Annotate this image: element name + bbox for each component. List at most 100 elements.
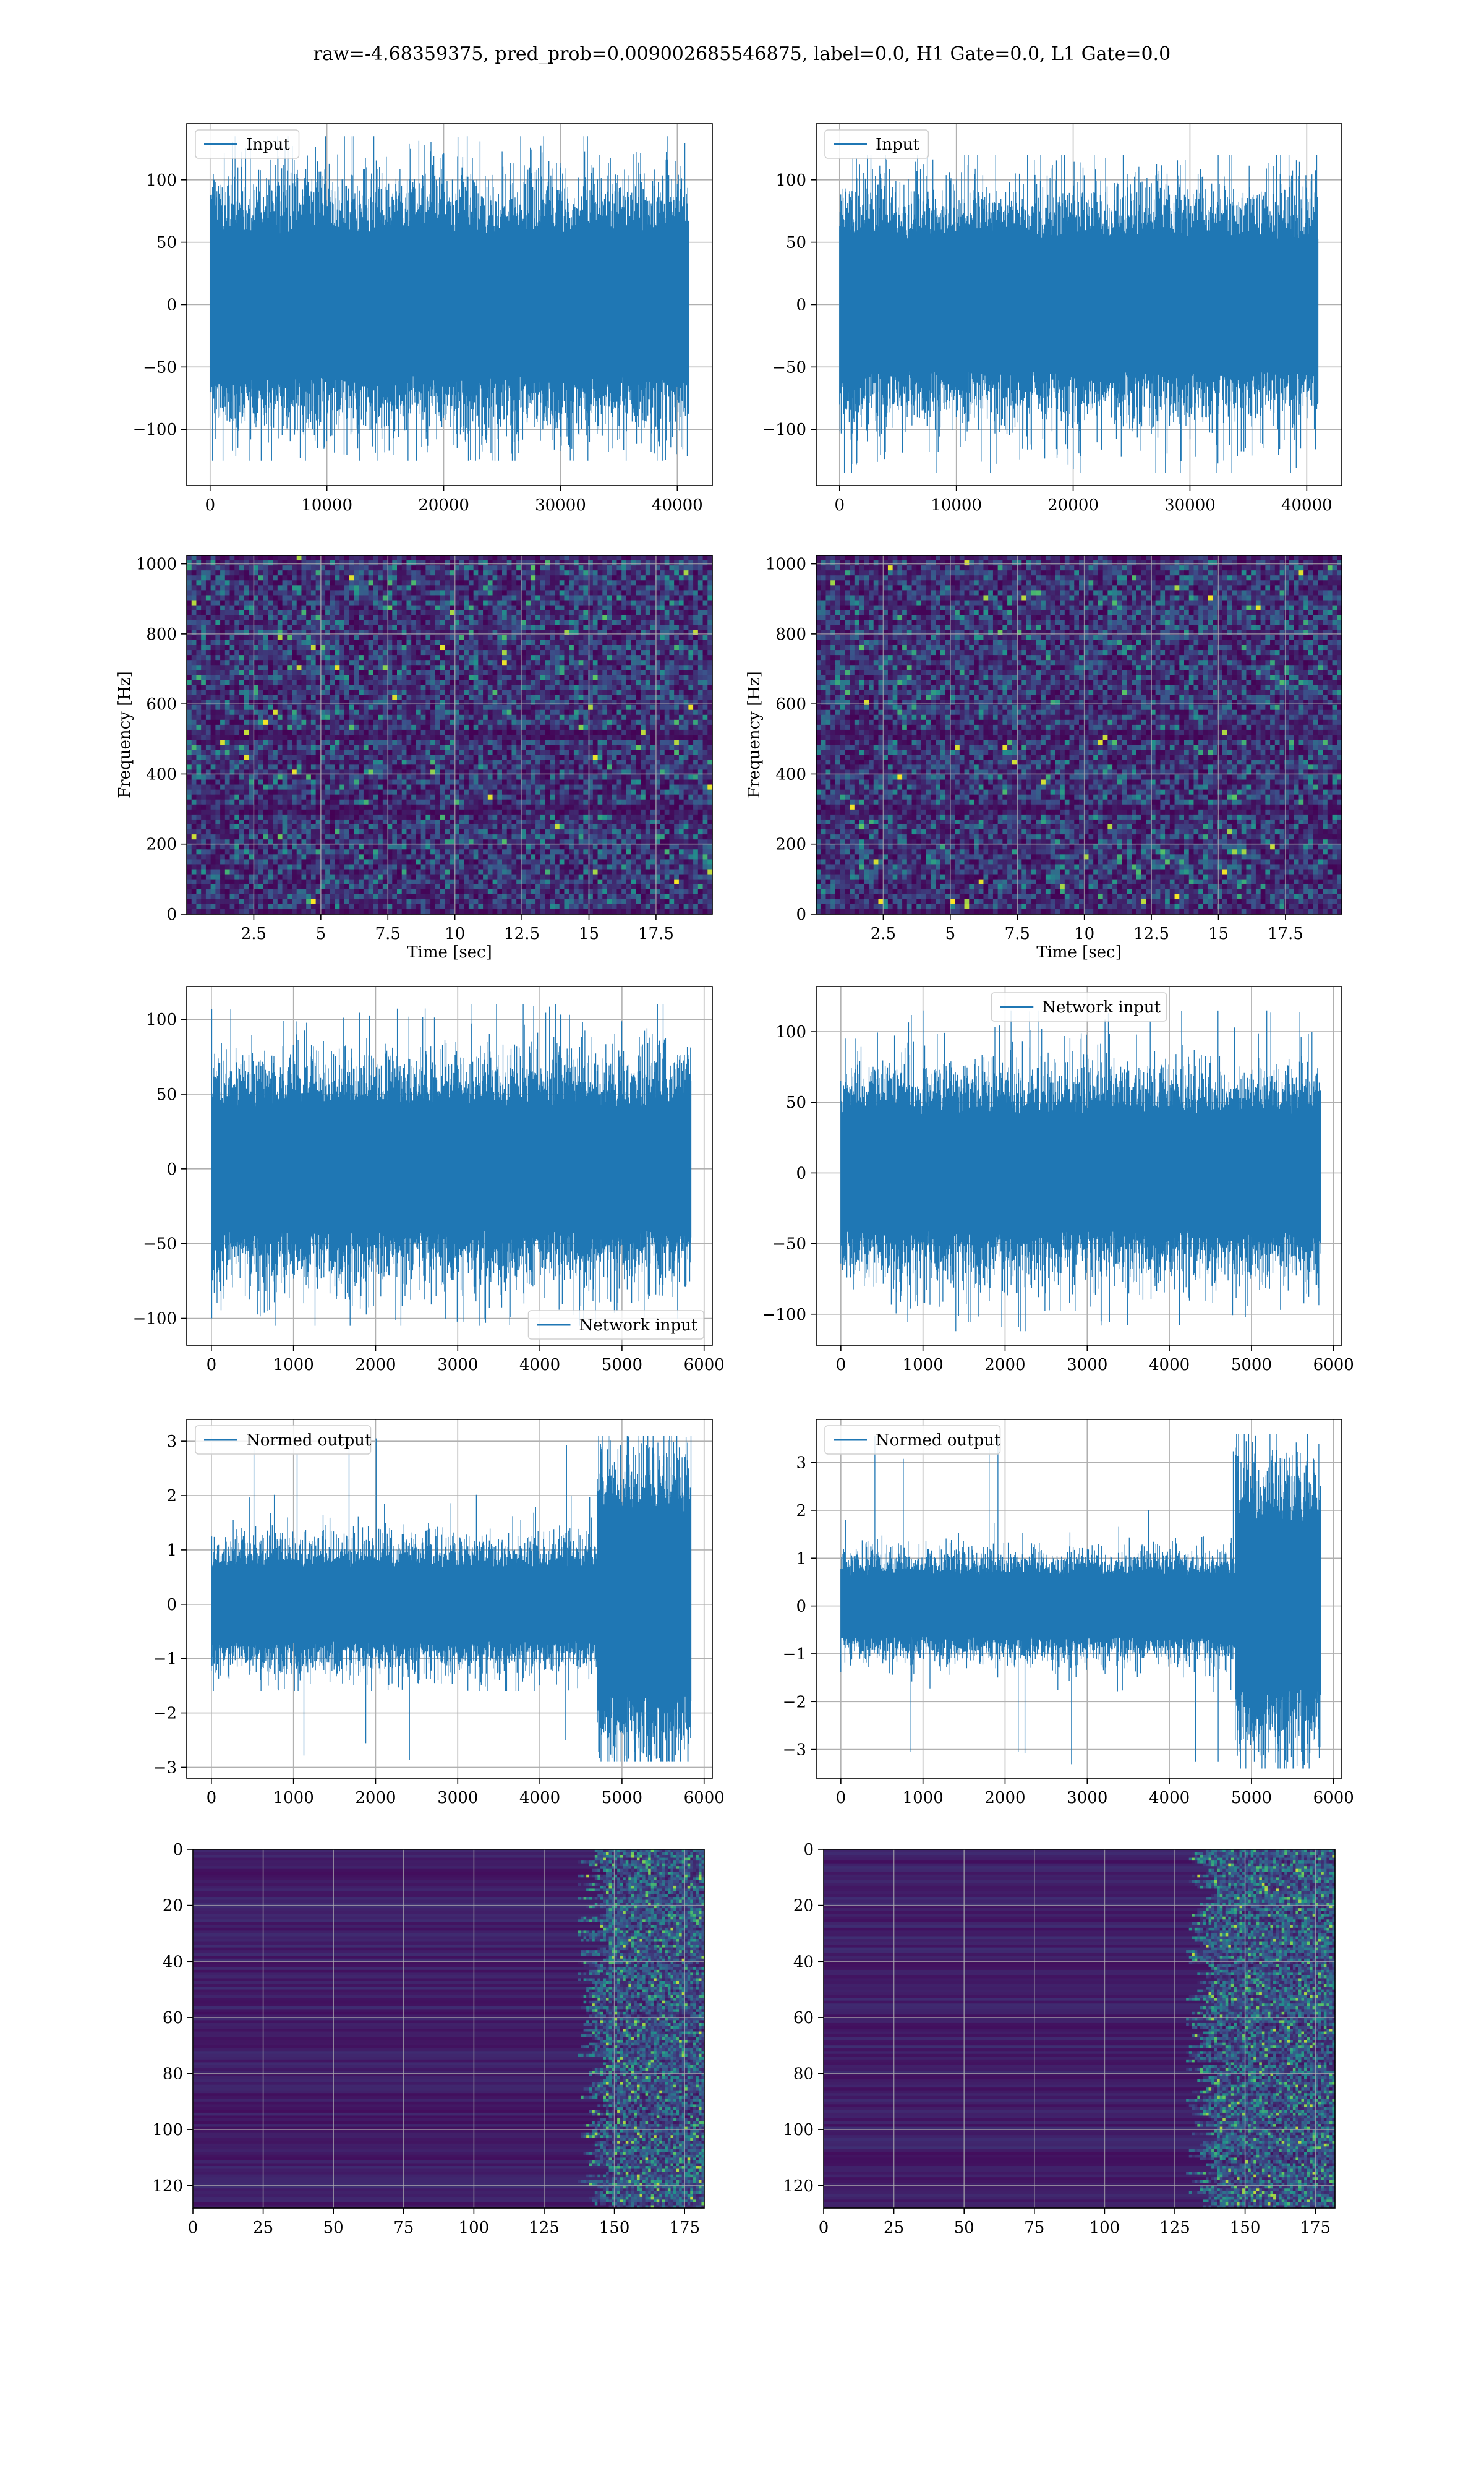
- heatmap-cell: [583, 595, 589, 601]
- heatmap-cell: [535, 704, 541, 711]
- heatmap-cell: [191, 714, 197, 721]
- heatmap-cell: [301, 685, 307, 691]
- heatmap-cell: [435, 635, 441, 641]
- heatmap-cell: [707, 724, 713, 730]
- heatmap-cell: [287, 724, 292, 730]
- heatmap-cell: [320, 590, 326, 596]
- heatmap-cell: [578, 620, 584, 626]
- heatmap-cell: [697, 690, 704, 696]
- heatmap-cell: [650, 560, 655, 566]
- heatmap-cell: [569, 640, 574, 646]
- heatmap-cell: [287, 575, 292, 581]
- heatmap-cell: [287, 555, 292, 561]
- heatmap-cell: [229, 610, 235, 616]
- heatmap-cell: [359, 685, 364, 691]
- heatmap-cell: [392, 595, 398, 601]
- heatmap-cell: [450, 640, 455, 646]
- heatmap-cell: [588, 729, 594, 735]
- heatmap-cell: [411, 729, 417, 735]
- heatmap-cell: [425, 755, 431, 760]
- heatmap-cell: [234, 600, 240, 606]
- heatmap-cell: [583, 764, 589, 770]
- heatmap-cell: [645, 764, 651, 770]
- heatmap-cell: [220, 625, 226, 631]
- heatmap-cell: [602, 690, 608, 696]
- heatmap-cell: [406, 605, 412, 611]
- heatmap-cell: [292, 565, 297, 571]
- heatmap-cell: [296, 555, 302, 561]
- heatmap-cell: [602, 610, 608, 616]
- heatmap-cell: [597, 640, 603, 646]
- heatmap-cell: [325, 695, 331, 701]
- heatmap-cell: [397, 700, 403, 706]
- heatmap-cell: [506, 635, 513, 641]
- heatmap-cell: [196, 704, 202, 711]
- heatmap-cell: [559, 590, 565, 596]
- heatmap-cell: [416, 690, 422, 696]
- heatmap-cell: [693, 685, 699, 691]
- heatmap-cell: [555, 750, 560, 755]
- heatmap-cell: [707, 635, 713, 641]
- heatmap-cell: [678, 750, 684, 755]
- heatmap-cell: [468, 650, 474, 656]
- heatmap-cell: [511, 605, 517, 611]
- heatmap-cell: [578, 675, 584, 680]
- heatmap-cell: [445, 645, 450, 651]
- heatmap-cell: [478, 735, 484, 740]
- heatmap-cell: [641, 700, 646, 706]
- y-tick-label: −50: [772, 358, 806, 377]
- heatmap-cell: [277, 735, 283, 740]
- heatmap-cell: [201, 590, 207, 596]
- heatmap-cell: [597, 764, 603, 770]
- heatmap-cell: [344, 630, 350, 636]
- heatmap-cell: [263, 555, 268, 561]
- heatmap-cell: [425, 605, 431, 611]
- heatmap-cell: [378, 595, 383, 601]
- heatmap-cell: [702, 740, 708, 745]
- heatmap-cell: [678, 620, 684, 626]
- heatmap-cell: [244, 580, 250, 586]
- heatmap-cell: [612, 635, 618, 641]
- heatmap-cell: [430, 665, 436, 670]
- heatmap-cell: [573, 645, 579, 651]
- heatmap-cell: [273, 695, 278, 701]
- heatmap-cell: [292, 665, 297, 670]
- heatmap-cell: [545, 709, 550, 716]
- heatmap-cell: [459, 740, 464, 745]
- heatmap-cell: [196, 620, 202, 626]
- heatmap-cell: [339, 595, 345, 601]
- heatmap-cell: [315, 575, 321, 581]
- heatmap-cell: [420, 729, 426, 735]
- heatmap-cell: [578, 640, 584, 646]
- heatmap-cell: [660, 700, 665, 706]
- heatmap-cell: [296, 724, 302, 730]
- heatmap-cell: [220, 585, 226, 591]
- heatmap-cell: [229, 585, 235, 591]
- heatmap-cell: [397, 685, 403, 691]
- heatmap-cell: [483, 714, 488, 721]
- heatmap-cell: [669, 620, 675, 626]
- heatmap-cell: [636, 719, 641, 726]
- heatmap-cell: [660, 570, 665, 576]
- heatmap-cell: [244, 615, 250, 621]
- heatmap-cell: [511, 719, 517, 726]
- heatmap-cell: [588, 635, 594, 641]
- heatmap-cell: [535, 565, 541, 571]
- heatmap-cell: [450, 774, 455, 781]
- heatmap-cell: [382, 600, 388, 606]
- heatmap-cell: [425, 650, 431, 656]
- heatmap-cell: [502, 565, 508, 571]
- heatmap-cell: [540, 685, 546, 691]
- heatmap-cell: [382, 640, 388, 646]
- heatmap-cell: [239, 735, 245, 740]
- heatmap-cell: [224, 640, 231, 646]
- heatmap-cell: [191, 695, 197, 701]
- heatmap-cell: [234, 570, 240, 576]
- heatmap-cell: [531, 665, 536, 670]
- heatmap-cell: [359, 665, 364, 670]
- heatmap-cell: [420, 660, 426, 666]
- heatmap-cell: [521, 635, 527, 641]
- heatmap-cell: [526, 580, 531, 586]
- heatmap-cell: [215, 625, 221, 631]
- heatmap-cell: [621, 605, 627, 611]
